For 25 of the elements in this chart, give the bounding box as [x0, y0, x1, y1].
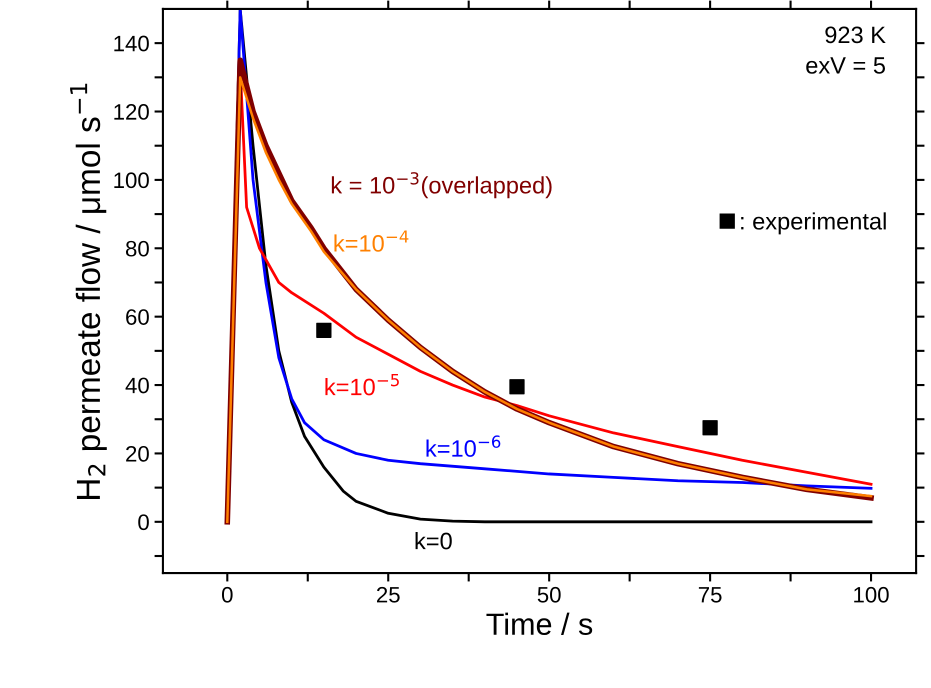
x-tick-label: 25 — [376, 586, 400, 603]
point — [316, 322, 332, 338]
y-tick-label: 0 — [138, 514, 149, 530]
y-tick-label: 80 — [126, 240, 149, 257]
point — [509, 379, 525, 394]
point — [702, 420, 718, 436]
x-tick-label: 0 — [222, 586, 233, 603]
series-label: k=10$^{−6}$ — [426, 435, 500, 457]
series-label: k=10$^{−5}$ — [325, 374, 399, 396]
y-axis-title: H$_{2}$ permeate flow / μmol s$^{−1}$ — [70, 84, 107, 499]
y-tick-label: 40 — [126, 378, 149, 394]
series-label: k=10$^{−4}$ — [334, 230, 408, 252]
series-label: k = 10$^{−3}$(overlapped) — [332, 172, 552, 198]
x-tick-label: 50 — [538, 586, 561, 603]
x-tick-label: 75 — [698, 587, 722, 603]
series-label: k=0 — [416, 532, 452, 550]
y-tick-label: 100 — [114, 172, 149, 188]
annotation: 923 K exV = 5 — [806, 26, 886, 74]
y-tick-label: 20 — [126, 446, 149, 462]
y-tick-label: 60 — [126, 309, 149, 325]
legend-label: : experimental — [741, 212, 886, 234]
x-tick-label: 100 — [854, 586, 889, 603]
y-tick-label: 120 — [114, 104, 149, 120]
y-tick-label: 140 — [114, 36, 149, 52]
x-axis-title: Time / s — [486, 612, 592, 636]
